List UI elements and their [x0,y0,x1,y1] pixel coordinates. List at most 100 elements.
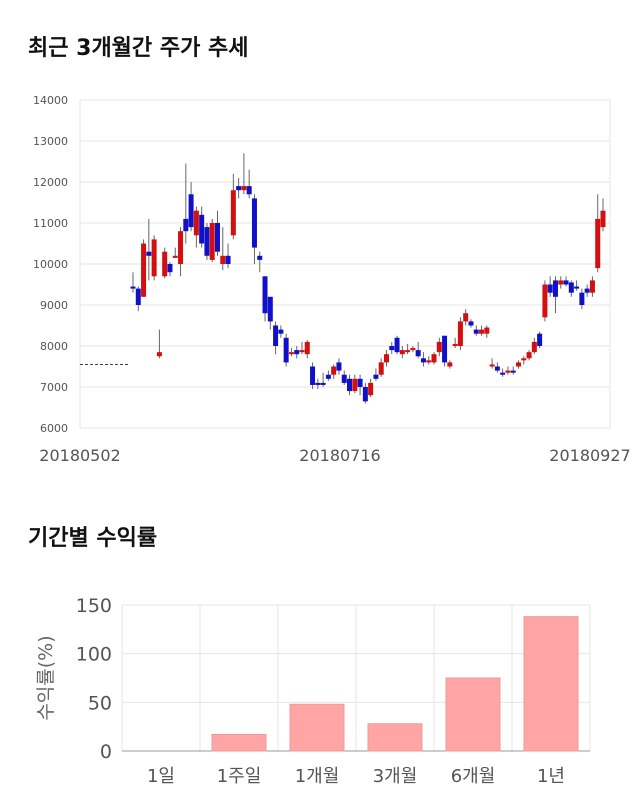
candle-body [489,364,495,367]
candle-body [151,239,157,277]
candle-body [178,231,184,264]
y-tick-label: 8000 [40,340,68,353]
x-category-label: 1주일 [217,766,262,787]
candle-body [442,335,448,363]
x-tick-label: 20180502 [39,446,120,465]
candle-body [320,382,326,385]
returns-title: 기간별 수익률 [28,526,158,551]
return-bar [445,677,501,752]
candle-body [494,366,500,371]
candle-body [552,280,558,297]
candle-body [209,223,215,260]
candle-body [156,352,162,357]
return-bar [523,616,579,752]
x-tick-label: 20180927 [549,446,630,465]
y-tick-label: 6000 [40,422,68,435]
candle-body [436,341,442,353]
candle-body [183,218,189,232]
candle-body [457,321,463,346]
candle-body [537,333,543,346]
candle-body [135,288,141,305]
x-category-label: 1개월 [295,766,340,787]
candle-body [325,374,331,379]
return-bar [289,703,345,752]
candle-body [389,346,395,351]
candle-body [304,341,310,355]
candle-body [510,370,516,373]
candle-body [584,288,590,293]
candle-body [505,370,511,373]
candle-body [484,327,490,334]
y-axis-label: 수익률(%) [35,635,57,720]
candle-body [473,329,479,334]
candle-body [373,374,379,379]
candle-body [347,378,353,392]
candle-body [336,362,342,371]
candle-body [600,210,606,228]
candle-body [410,348,416,351]
x-tick-label: 20180716 [299,446,380,465]
candle-body [246,186,252,195]
candle-body [315,382,321,385]
candle-body [468,321,474,326]
candle-body [447,362,453,367]
y-tick-label: 10000 [33,258,68,271]
candle-body [362,387,368,402]
y-tick-label: 11000 [33,217,68,230]
price-candlestick-chart: 6000 7000 8000 9000 10000 11000 12000 13000 1400… [33,94,631,465]
candle-body [273,325,279,346]
candle-body [383,354,389,363]
candle-body [288,352,294,355]
candle-body [595,218,601,269]
candle-body [220,255,226,264]
candle-body [531,341,537,353]
candle-body [526,352,532,359]
candle-body [241,186,247,191]
return-bar [211,733,267,752]
price-trend-title: 최근 3개월간 주가 추세 [28,36,249,61]
candle-body [479,329,485,334]
candle-body [563,280,569,285]
y-tick-label: 13000 [33,135,68,148]
candle-body [262,276,268,314]
x-category-label: 6개월 [451,766,496,787]
candle-body [130,286,136,289]
y-tick-label: 9000 [40,299,68,312]
candle-body [146,251,152,256]
y-tick-label: 0 [100,741,112,763]
candle-body [236,186,242,191]
candle-body [193,210,199,236]
candle-body [426,360,432,363]
y-tick-label: 100 [76,644,112,666]
candle-body [352,378,358,392]
candle-body [500,372,506,375]
x-category-label: 3개월 [373,766,418,787]
candle-body [141,243,147,297]
candle-body [568,282,574,293]
candle-body [542,284,548,318]
candle-body [547,284,553,293]
candle-body [405,350,411,353]
x-category-label: 1일 [147,766,175,787]
candle-body [167,264,173,273]
x-category-label: 1년 [537,766,565,787]
candle-body [310,366,316,385]
candle-body [162,251,168,277]
candle-body [267,296,273,322]
y-tick-label: 12000 [33,176,68,189]
candle-body [521,358,527,361]
candle-body [589,280,595,293]
candle-body [516,362,522,367]
candle-body [299,350,305,353]
candle-body [574,286,580,289]
candle-body [283,337,289,363]
candle-body [278,329,284,334]
candle-body [251,198,257,248]
candle-body [199,214,205,244]
y-tick-label: 7000 [40,381,68,394]
candle-body [415,350,421,357]
candle-body [230,190,236,236]
y-tick-label: 150 [76,595,112,617]
return-bar [367,723,423,752]
